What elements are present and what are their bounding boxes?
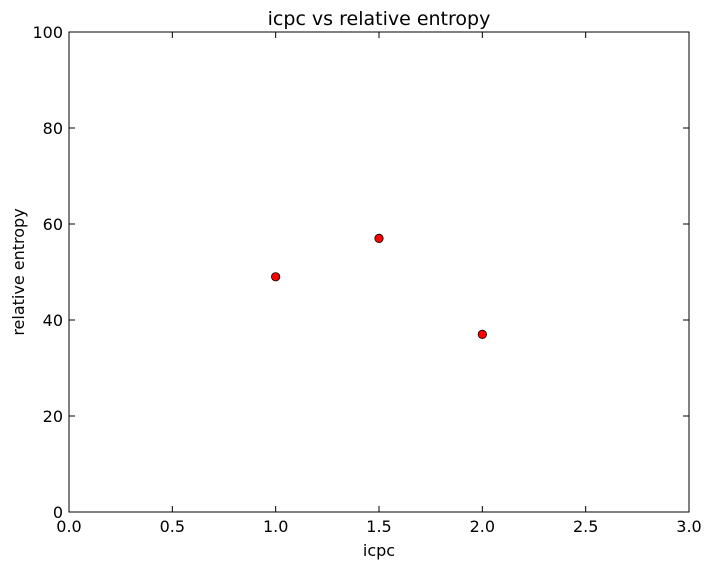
x-axis-label: icpc <box>363 541 395 560</box>
chart-title: icpc vs relative entropy <box>268 8 491 30</box>
data-point <box>477 329 487 339</box>
x-tick-label: 0.0 <box>56 517 81 536</box>
plot-area <box>68 31 690 513</box>
x-tick-label: 2.0 <box>470 517 495 536</box>
y-tick-label: 0 <box>53 503 63 522</box>
x-tick-label: 2.5 <box>573 517 598 536</box>
x-tick-label: 3.0 <box>676 517 701 536</box>
y-tick-label: 20 <box>43 407 63 426</box>
x-tick-label: 1.5 <box>366 517 391 536</box>
data-point <box>374 233 384 243</box>
y-tick-label: 80 <box>43 119 63 138</box>
data-point <box>271 272 281 282</box>
x-tick-label: 0.5 <box>160 517 185 536</box>
x-tick-label: 1.0 <box>263 517 288 536</box>
y-axis-label: relative entropy <box>9 208 28 335</box>
y-tick-label: 60 <box>43 215 63 234</box>
data-points <box>271 233 487 339</box>
y-tick-label: 100 <box>32 23 63 42</box>
y-tick-label: 40 <box>43 311 63 330</box>
axis-ticks: 0.0 0.5 1.0 1.5 2.0 2.5 3.0 0 20 40 60 80 100 <box>32 23 701 536</box>
